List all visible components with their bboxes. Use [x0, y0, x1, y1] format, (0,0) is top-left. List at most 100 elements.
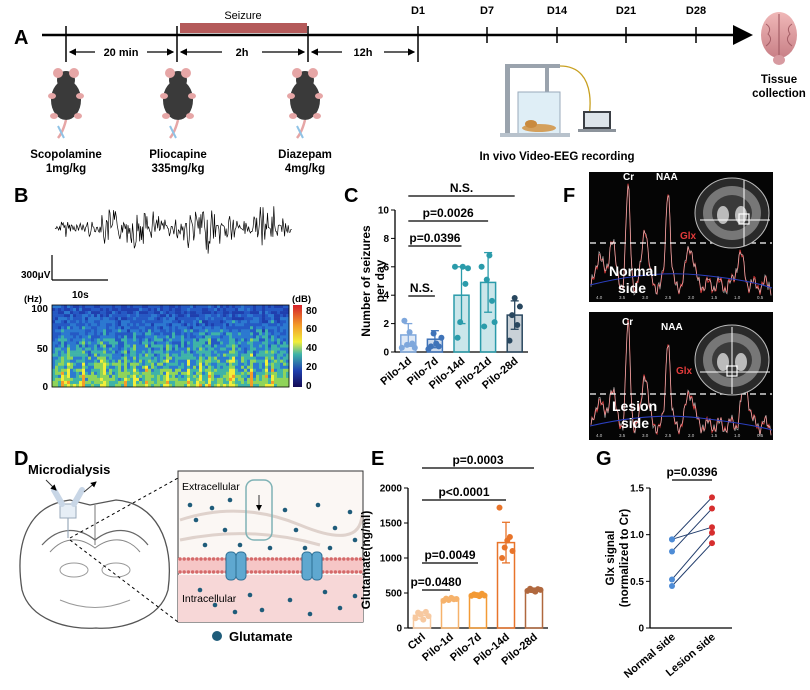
spectrogram-cell [142, 365, 146, 370]
spectrogram-cell [115, 362, 119, 367]
spectrogram-cell [286, 374, 290, 379]
spectrogram-cell [175, 341, 179, 345]
spectrogram-cell [190, 329, 194, 333]
spectrogram-cell [79, 305, 83, 309]
spectrogram-cell [154, 323, 158, 327]
spectrogram-cell [157, 380, 161, 385]
spectrogram-cell [124, 305, 128, 309]
spectrogram-cell [196, 362, 200, 367]
spectrogram-cell [283, 356, 287, 360]
lipid-head [207, 570, 212, 574]
spectrogram-cell [88, 368, 92, 373]
spectrogram-cell [106, 335, 110, 339]
panel-b: B 300μV 10s (Hz) 100 50 0 (dB) 80 60 40 … [14, 185, 318, 393]
spectrogram-cell [232, 329, 236, 333]
spectrogram-cell [52, 371, 56, 376]
spectrogram-cell [109, 383, 113, 388]
mrs-axis-ticks: 4.0 3.5 3.0 2.5 2.0 1.5 1.0 0.5 [596, 433, 764, 438]
spectrogram-cell [280, 347, 284, 351]
spectrogram-cell [139, 311, 143, 315]
data-point [411, 344, 418, 351]
spectrogram-cell [271, 344, 275, 348]
spectrogram-cell [187, 341, 191, 345]
spectrogram-cell [64, 365, 68, 370]
spectrogram-cell [160, 368, 164, 373]
spectrogram-cell [61, 371, 65, 376]
spectrogram-cell [85, 317, 89, 321]
spectrogram-cell [286, 368, 290, 373]
spectrogram-cell [235, 356, 239, 360]
spectrogram-cell [277, 359, 281, 364]
spectrogram-cell [103, 329, 107, 333]
spectrogram-cell [70, 350, 74, 354]
spectrogram-cell [148, 305, 152, 309]
lipid-head [287, 557, 291, 561]
spectrogram-cell [271, 347, 275, 351]
spectrogram-cell [199, 353, 203, 357]
spectrogram-cell [157, 362, 161, 367]
spectrogram-cell [139, 305, 143, 309]
spectrogram-cell [286, 311, 290, 315]
spectrogram-cell [214, 320, 218, 324]
spectrogram-cell [85, 347, 89, 351]
spectrogram-cell [271, 368, 275, 373]
spectrogram-cell [250, 320, 254, 324]
spectrogram-cell [184, 380, 188, 385]
lipid-head [325, 570, 329, 574]
spectrogram-cell [286, 305, 290, 309]
spectrogram-cell [175, 377, 179, 382]
spectrogram-cell [55, 350, 59, 354]
spectrogram-cell [148, 362, 152, 367]
spectrogram-cell [118, 308, 122, 312]
spectrogram-cell [208, 335, 212, 339]
panel-d: D Microdialysis [14, 448, 364, 644]
spectrogram-cell [250, 305, 254, 309]
glutamate-molecule [232, 609, 238, 615]
spectrogram-cell [250, 311, 254, 315]
spectrogram-cell [169, 362, 173, 367]
lipid-head [258, 570, 262, 574]
spectrogram-cell [217, 323, 221, 327]
spectrogram-cell [247, 314, 251, 318]
spectrogram-cell [220, 332, 224, 336]
spectrogram-cell [250, 362, 254, 367]
spectrogram-cell [166, 317, 170, 321]
spectrogram-cell [217, 368, 221, 373]
spectrogram-cell [184, 368, 188, 373]
spectrogram-cell [55, 338, 59, 342]
spectrogram-cell [196, 383, 200, 388]
spectrogram-cell [178, 383, 182, 388]
spectrogram-cell [148, 311, 152, 315]
spectrogram-cell [268, 362, 272, 367]
spectrogram-cell [142, 377, 146, 382]
spectrogram-cell [235, 380, 239, 385]
lipid-head [342, 557, 346, 561]
spectrogram-cell [226, 338, 230, 342]
spectrogram-cell [76, 383, 80, 388]
spectrogram-cell [160, 374, 164, 379]
spectrogram-cell [220, 374, 224, 379]
spectrogram-cell [64, 371, 68, 376]
spectrogram-cell [256, 380, 260, 385]
lipid-head [211, 557, 216, 561]
spectrogram-cell [91, 374, 95, 379]
spectrogram-cell [199, 314, 203, 318]
spectrogram-cell [160, 314, 164, 318]
spectrogram-cell [55, 362, 59, 367]
spectrogram-cell [52, 362, 56, 367]
spectrogram-cell [151, 374, 155, 379]
normal-side-label: side [618, 280, 646, 296]
drug-name: Pliocapine [149, 149, 207, 161]
spectrogram-cell [94, 326, 98, 330]
spectrogram-cell [115, 332, 119, 336]
spectrogram-cell [55, 323, 59, 327]
y-tick-label: 4 [383, 291, 389, 302]
spectrogram-cell [229, 350, 233, 354]
spectrogram-cell [229, 329, 233, 333]
spectrogram-cell [151, 317, 155, 321]
spectrogram-cell [232, 323, 236, 327]
spectrogram-cell [280, 341, 284, 345]
spectrogram-cell [268, 374, 272, 379]
spectrogram-cell [265, 326, 269, 330]
spectrogram-cell [280, 359, 284, 364]
